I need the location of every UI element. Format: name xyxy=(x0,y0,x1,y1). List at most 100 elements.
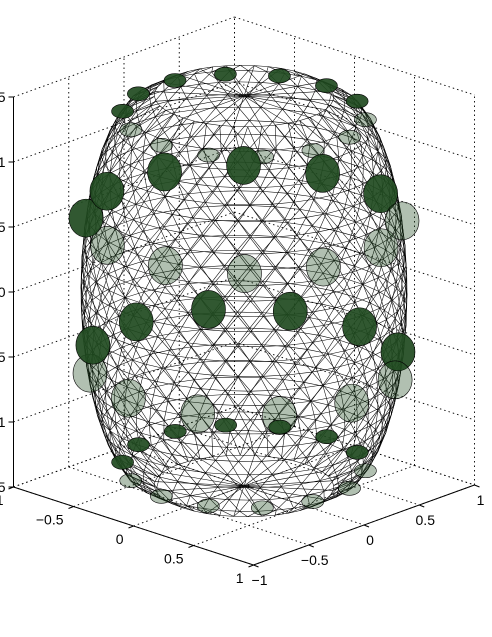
mesh-edge xyxy=(379,289,386,309)
mesh-edge xyxy=(178,436,189,462)
mesh-edge xyxy=(115,442,121,450)
mesh-edge xyxy=(250,390,276,392)
mesh-edge xyxy=(270,379,283,396)
mesh-edge xyxy=(136,391,140,412)
mesh-edge xyxy=(109,350,118,370)
cap-edge xyxy=(243,95,334,101)
mesh-edge xyxy=(114,385,116,405)
mesh-edge xyxy=(372,125,380,137)
mesh-edge xyxy=(319,335,340,341)
mesh-edge xyxy=(328,94,332,106)
mesh-edge xyxy=(313,194,333,200)
mesh-edge xyxy=(224,250,238,266)
mesh-edge xyxy=(323,486,339,492)
mesh-edge xyxy=(215,460,228,475)
mesh-edge xyxy=(313,453,327,470)
mesh-edge xyxy=(141,222,161,229)
mesh-edge xyxy=(351,164,364,172)
mesh-edge xyxy=(297,139,308,152)
mesh-edge xyxy=(268,456,282,459)
mesh-edge xyxy=(308,413,322,430)
mesh-edge xyxy=(290,97,311,102)
mesh-edge xyxy=(142,482,157,488)
surface-patch xyxy=(111,104,134,119)
mesh-edge xyxy=(173,364,183,383)
mesh-edge xyxy=(115,416,125,424)
mesh-edge xyxy=(343,290,355,303)
mesh-edge xyxy=(106,155,118,164)
mesh-edge xyxy=(388,411,391,423)
mesh-edge xyxy=(238,221,251,239)
mesh-edge xyxy=(111,379,128,388)
mesh-edge xyxy=(145,272,167,279)
mesh-edge xyxy=(356,416,358,436)
mesh-edge xyxy=(374,397,380,409)
mesh-edge xyxy=(180,416,195,435)
mesh-edge xyxy=(260,487,270,500)
mesh-edge xyxy=(300,238,324,244)
mesh-edge xyxy=(118,297,126,317)
mesh-edge xyxy=(334,358,347,373)
mesh-edge xyxy=(344,235,355,249)
mesh-edge xyxy=(379,261,387,281)
mesh-edge xyxy=(91,293,97,314)
mesh-edge xyxy=(92,252,100,264)
mesh-edge xyxy=(194,73,200,85)
mesh-edge xyxy=(299,269,324,274)
mesh-edge xyxy=(97,372,107,381)
mesh-edge xyxy=(284,346,308,350)
mesh-edge xyxy=(396,277,402,289)
x-tick-mark xyxy=(308,544,314,548)
mesh-edge xyxy=(143,201,154,215)
surface-patch xyxy=(147,152,182,192)
mesh-edge xyxy=(374,228,380,248)
mesh-edge xyxy=(355,396,358,417)
mesh-edge xyxy=(190,417,202,431)
mesh-edge xyxy=(362,352,373,366)
mesh-edge xyxy=(394,384,400,404)
mesh-edge xyxy=(213,252,227,270)
mesh-edge xyxy=(168,246,191,251)
mesh-edge xyxy=(352,377,367,385)
mesh-edge xyxy=(330,100,334,106)
mesh-edge xyxy=(250,316,264,332)
mesh-edge xyxy=(95,262,102,282)
mesh-edge xyxy=(249,296,263,313)
mesh-edge xyxy=(326,213,339,228)
mesh-edge xyxy=(150,401,168,407)
mesh-edge xyxy=(314,444,331,468)
mesh-edge xyxy=(212,280,238,282)
mesh-edge xyxy=(281,183,302,187)
mesh-edge xyxy=(382,422,390,430)
mesh-edge xyxy=(332,271,353,278)
mesh-edge xyxy=(366,383,379,392)
mesh-edge xyxy=(227,94,239,108)
mesh-edge xyxy=(171,442,182,455)
surface-patch xyxy=(268,68,291,84)
mesh-edge xyxy=(247,510,259,517)
mesh-edge xyxy=(84,274,89,286)
mesh-edge xyxy=(303,382,311,401)
cap-edge xyxy=(165,485,245,501)
mesh-edge xyxy=(164,465,185,471)
mesh-edge xyxy=(157,117,184,138)
mesh-edge xyxy=(155,101,169,118)
mesh-edge xyxy=(237,301,251,317)
mesh-edge xyxy=(342,188,354,207)
mesh-edge xyxy=(275,374,289,391)
mesh-edge xyxy=(201,267,214,285)
mesh-edge xyxy=(337,437,345,450)
mesh-edge xyxy=(330,444,343,450)
mesh-edge xyxy=(341,253,360,260)
mesh-edge xyxy=(224,205,238,221)
mesh-edge xyxy=(177,481,191,496)
mesh-edge xyxy=(156,397,167,411)
surface-patch xyxy=(191,290,226,329)
mesh-edge xyxy=(342,177,351,190)
mesh-edge xyxy=(394,228,403,237)
mesh-edge xyxy=(101,412,111,432)
mesh-edge xyxy=(402,253,405,274)
mesh-edge xyxy=(374,389,388,398)
mesh-edge xyxy=(323,350,346,356)
mesh-edge xyxy=(395,223,401,233)
